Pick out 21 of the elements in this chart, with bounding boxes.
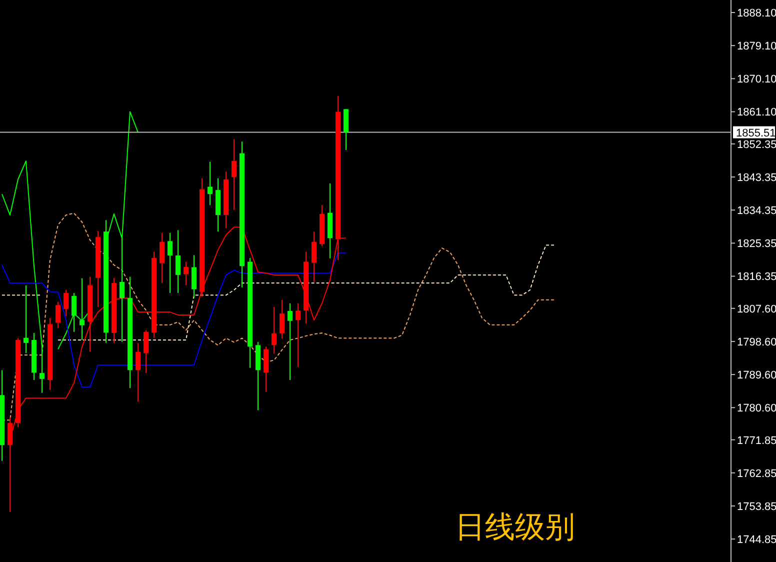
- y-tick-label: 1780.60: [737, 402, 776, 415]
- annotation: 日线级别: [455, 510, 575, 545]
- line-series: [2, 212, 554, 421]
- y-tick-label: 1816.35: [737, 271, 776, 284]
- y-tick-label: 1744.85: [737, 534, 776, 546]
- line-series: [2, 252, 346, 388]
- y-tick-label: 1825.35: [737, 238, 776, 250]
- ref-line-label: 1855.51: [736, 127, 776, 140]
- y-tick-label: 1753.85: [737, 500, 776, 513]
- y-tick-label: 1888.10: [737, 7, 776, 20]
- y-tick-label: 1861.10: [737, 106, 776, 119]
- y-tick-label: 1807.60: [737, 303, 776, 316]
- y-tick-label: 1771.85: [737, 434, 776, 447]
- y-tick-label: 1870.10: [737, 74, 776, 86]
- y-tick-label: 1789.60: [737, 370, 776, 382]
- y-tick-label: 1879.10: [737, 40, 776, 53]
- y-tick-label: 1798.60: [737, 336, 776, 348]
- y-tick-label: 1762.85: [737, 468, 776, 480]
- y-tick-label: 1843.35: [737, 172, 776, 184]
- y-tick-label: 1852.35: [737, 138, 776, 151]
- y-tick-label: 1834.35: [737, 205, 776, 218]
